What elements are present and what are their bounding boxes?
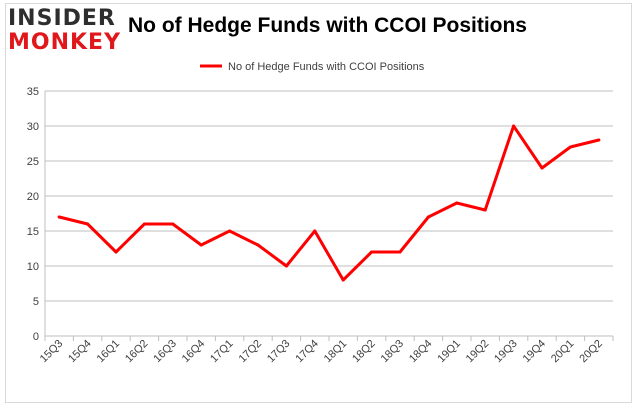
x-tick-label: 16Q2 bbox=[123, 338, 151, 366]
x-tick-label: 18Q3 bbox=[379, 338, 407, 366]
data-point bbox=[199, 243, 203, 247]
y-tick-label: 10 bbox=[27, 261, 39, 273]
y-tick-label: 0 bbox=[33, 331, 39, 343]
logo-text-monkey: MONKEY bbox=[8, 30, 122, 55]
data-point bbox=[370, 250, 374, 254]
data-point bbox=[483, 208, 487, 212]
legend-label: No of Hedge Funds with CCOI Positions bbox=[228, 61, 425, 73]
data-point bbox=[512, 124, 516, 128]
x-tick-label: 17Q1 bbox=[208, 338, 236, 366]
y-tick-label: 15 bbox=[27, 226, 39, 238]
data-point bbox=[284, 264, 288, 268]
data-point bbox=[597, 138, 601, 142]
data-point bbox=[398, 250, 402, 254]
x-tick-label: 19Q3 bbox=[492, 338, 520, 366]
y-tick-label: 30 bbox=[27, 121, 39, 133]
data-point bbox=[171, 222, 175, 226]
x-tick-label: 19Q2 bbox=[464, 338, 492, 366]
y-tick-label: 35 bbox=[27, 86, 39, 98]
data-point bbox=[57, 215, 61, 219]
y-tick-label: 25 bbox=[27, 156, 39, 168]
x-tick-label: 17Q2 bbox=[237, 338, 265, 366]
x-tick-label: 16Q1 bbox=[95, 338, 123, 366]
x-tick-label: 15Q4 bbox=[66, 338, 94, 366]
x-tick-label: 19Q1 bbox=[435, 338, 463, 366]
data-point bbox=[426, 215, 430, 219]
data-point bbox=[540, 166, 544, 170]
chart-title: No of Hedge Funds with CCOI Positions bbox=[128, 14, 527, 37]
data-point bbox=[256, 243, 260, 247]
data-point bbox=[568, 145, 572, 149]
series-line bbox=[57, 124, 601, 282]
data-point bbox=[341, 278, 345, 282]
x-tick-label: 19Q4 bbox=[521, 338, 549, 366]
x-tick-label: 18Q4 bbox=[407, 338, 435, 366]
x-tick-label: 17Q4 bbox=[293, 338, 321, 366]
x-tick-label: 16Q4 bbox=[180, 338, 208, 366]
data-point bbox=[313, 229, 317, 233]
data-point bbox=[455, 201, 459, 205]
logo-text-insider: INSIDER bbox=[8, 6, 116, 31]
x-tick-label: 17Q3 bbox=[265, 338, 293, 366]
x-tick-label: 20Q2 bbox=[577, 338, 605, 366]
x-tick-label: 20Q1 bbox=[549, 338, 577, 366]
data-point bbox=[228, 229, 232, 233]
x-tick-label: 15Q3 bbox=[38, 338, 66, 366]
data-point bbox=[142, 222, 146, 226]
data-point bbox=[86, 222, 90, 226]
insider-monkey-logo: INSIDER MONKEY bbox=[8, 6, 120, 58]
y-tick-label: 5 bbox=[33, 296, 39, 308]
x-tick-label: 18Q1 bbox=[322, 338, 350, 366]
data-point bbox=[114, 250, 118, 254]
x-tick-label: 16Q3 bbox=[151, 338, 179, 366]
y-tick-label: 20 bbox=[27, 191, 39, 203]
x-tick-label: 18Q2 bbox=[350, 338, 378, 366]
